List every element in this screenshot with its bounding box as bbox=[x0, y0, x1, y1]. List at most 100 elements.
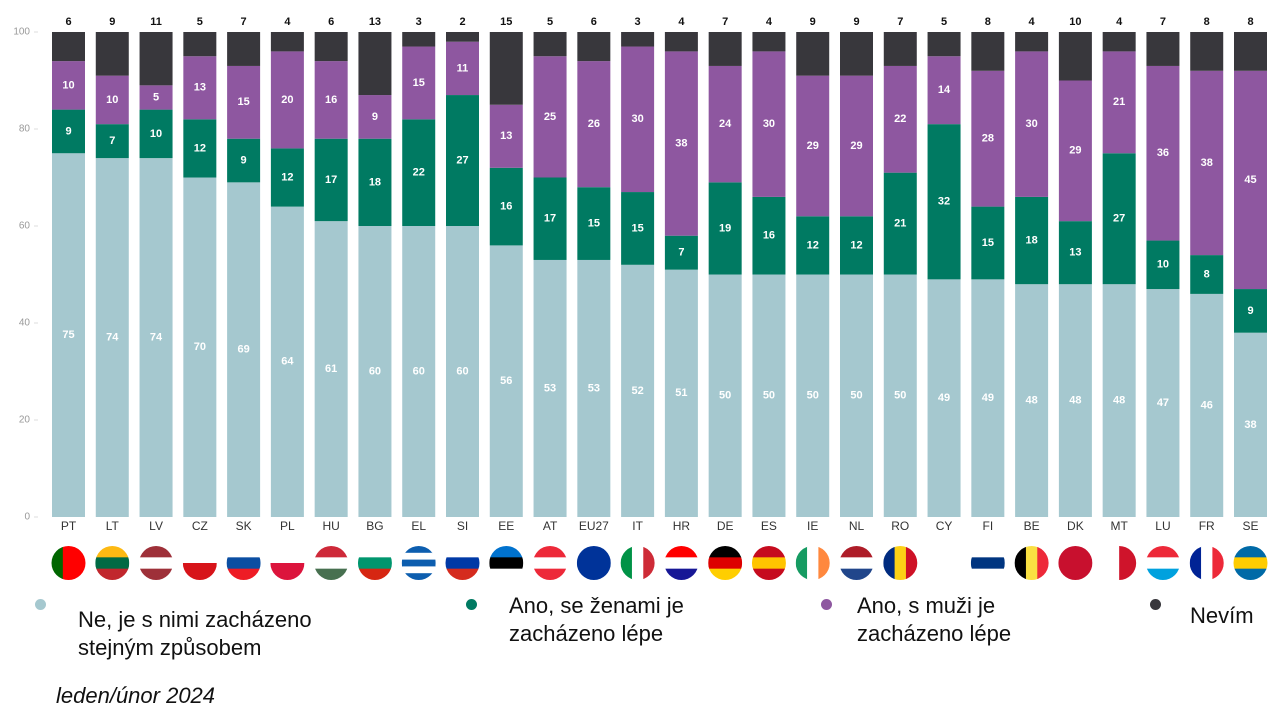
data-label: 4 bbox=[678, 16, 685, 28]
bar-segment bbox=[1015, 196, 1049, 285]
bar-segment bbox=[708, 65, 742, 183]
flag bbox=[226, 546, 261, 580]
x-tick-label: SI bbox=[457, 519, 468, 533]
flag bbox=[708, 546, 743, 580]
bar-segment bbox=[1234, 289, 1267, 333]
flag bbox=[839, 546, 874, 580]
bar-segment bbox=[1015, 51, 1049, 197]
legend-label: Ano, s muži je zacházeno lépe bbox=[857, 593, 1012, 646]
bar-segment bbox=[1146, 289, 1180, 517]
x-tick-label: BE bbox=[1024, 519, 1040, 533]
x-tick-label: CY bbox=[936, 519, 953, 533]
bar-segment bbox=[402, 46, 436, 120]
legend-label: Ano, se ženami je zacházeno lépe bbox=[509, 593, 684, 646]
data-label: 60 bbox=[413, 365, 425, 377]
flag bbox=[1014, 546, 1049, 580]
data-label: 50 bbox=[894, 390, 906, 402]
legend-swatch bbox=[1150, 599, 1161, 610]
data-label: 3 bbox=[635, 16, 641, 28]
flag bbox=[139, 546, 174, 580]
x-tick-label: PT bbox=[61, 519, 77, 533]
bar-segment bbox=[1234, 32, 1267, 71]
bar-segment bbox=[52, 153, 85, 517]
flag bbox=[576, 546, 611, 580]
data-label: 5 bbox=[941, 16, 947, 28]
data-label: 32 bbox=[938, 196, 950, 208]
x-tick-label: LT bbox=[106, 519, 120, 533]
data-label: 13 bbox=[194, 82, 206, 94]
x-tick-label: CZ bbox=[192, 519, 208, 533]
data-label: 27 bbox=[456, 154, 468, 166]
data-label: 9 bbox=[109, 16, 115, 28]
flag bbox=[751, 546, 786, 580]
flag bbox=[883, 546, 918, 580]
bar-segment bbox=[139, 85, 173, 110]
data-label: 50 bbox=[807, 390, 819, 402]
legend-label: Ne, je s nimi zacházeno stejným způsobem bbox=[78, 607, 312, 660]
data-label: 12 bbox=[807, 239, 819, 251]
flag bbox=[927, 546, 962, 580]
data-label: 9 bbox=[241, 154, 247, 166]
data-label: 50 bbox=[850, 390, 862, 402]
data-label: 13 bbox=[500, 130, 512, 142]
bar-segment bbox=[840, 75, 873, 217]
x-tick-label: IT bbox=[632, 519, 643, 533]
data-label: 8 bbox=[1204, 16, 1210, 28]
bar-segment bbox=[664, 32, 698, 52]
bar-segment bbox=[883, 32, 917, 66]
data-label: 14 bbox=[938, 84, 951, 96]
bar-segment bbox=[1015, 32, 1049, 52]
bar-segment bbox=[1146, 32, 1180, 66]
bar-segment bbox=[1102, 153, 1136, 285]
data-label: 74 bbox=[150, 331, 163, 343]
bar-segment bbox=[402, 32, 436, 47]
data-label: 9 bbox=[372, 111, 378, 123]
bar-segment bbox=[358, 226, 392, 517]
bar-segment bbox=[1058, 80, 1092, 222]
bar-segment bbox=[446, 32, 479, 42]
bar-segment bbox=[664, 269, 698, 517]
bar-segment bbox=[971, 206, 1005, 280]
bar-segment bbox=[577, 32, 611, 62]
bar-segment bbox=[577, 259, 611, 517]
data-label: 36 bbox=[1157, 147, 1169, 159]
x-tick-label: RO bbox=[891, 519, 909, 533]
data-label: 29 bbox=[850, 140, 862, 152]
bar-segment bbox=[139, 158, 173, 517]
flag bbox=[664, 546, 699, 580]
data-label: 5 bbox=[153, 91, 159, 103]
data-label: 15 bbox=[588, 217, 600, 229]
data-label: 19 bbox=[719, 222, 731, 234]
bar-segment bbox=[270, 148, 304, 207]
data-label: 28 bbox=[982, 133, 994, 145]
note: leden/únor 2024 bbox=[56, 683, 216, 708]
data-label: 53 bbox=[588, 382, 600, 394]
data-label: 10 bbox=[150, 128, 162, 140]
bar-segment bbox=[708, 32, 742, 66]
bar-segment bbox=[446, 41, 479, 96]
data-label: 6 bbox=[328, 16, 334, 28]
legend-swatch bbox=[821, 599, 832, 610]
data-label: 10 bbox=[106, 94, 118, 106]
data-label: 18 bbox=[1025, 234, 1037, 246]
bar-segment bbox=[927, 279, 961, 517]
bar-segment bbox=[1190, 70, 1224, 256]
x-tick-label: NL bbox=[849, 519, 865, 533]
data-label: 9 bbox=[810, 16, 816, 28]
data-label: 12 bbox=[850, 239, 862, 251]
data-label: 7 bbox=[109, 135, 115, 147]
x-tick-label: EL bbox=[411, 519, 426, 533]
bar-segment bbox=[1190, 293, 1224, 517]
data-label: 69 bbox=[237, 344, 249, 356]
bar-segment bbox=[183, 32, 217, 57]
x-tick-label: EU27 bbox=[579, 519, 609, 533]
data-label: 30 bbox=[1025, 118, 1037, 130]
x-tick-label: HU bbox=[322, 519, 339, 533]
bar-segment bbox=[1102, 32, 1136, 52]
data-label: 8 bbox=[985, 16, 991, 28]
data-label: 53 bbox=[544, 382, 556, 394]
bar-segment bbox=[533, 32, 567, 57]
bar-segment bbox=[314, 32, 348, 62]
x-tick-label: DE bbox=[717, 519, 734, 533]
y-tick-label: 20 bbox=[19, 415, 31, 426]
